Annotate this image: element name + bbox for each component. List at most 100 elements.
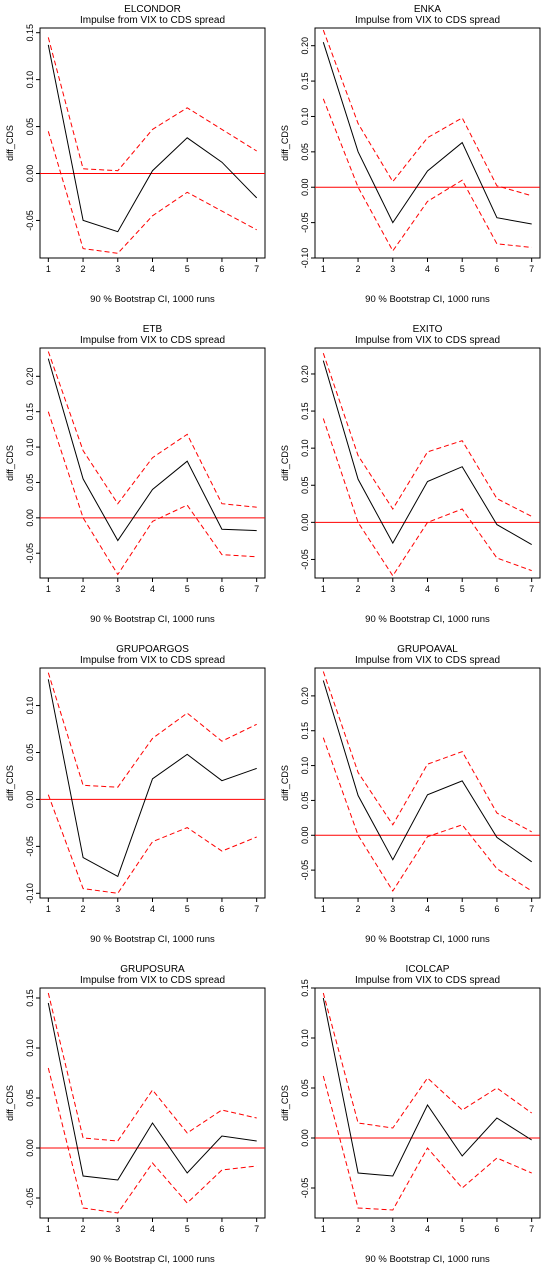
x-tick-label: 5 [185,584,190,594]
x-tick-label: 7 [254,584,259,594]
y-tick-label: -0.05 [300,212,310,233]
chart-subtitle: Impulse from VIX to CDS spread [80,15,225,26]
x-tick-label: 2 [81,1224,86,1234]
x-tick-label: 5 [460,904,465,914]
y-tick-label: 0.20 [300,365,310,383]
y-tick-label: 0.00 [25,791,35,809]
y-tick-label: 0.00 [300,178,310,196]
x-tick-label: 3 [390,264,395,274]
chart-title: GRUPOSURA [120,964,185,975]
x-tick-label: 3 [390,904,395,914]
impulse-response-line [47,679,257,878]
chart-subtitle: Impulse from VIX to CDS spread [80,655,225,666]
y-tick-label: 0.10 [300,757,310,775]
y-axis-label: diff_CDS [280,1085,290,1121]
y-axis-label: diff_CDS [5,445,15,481]
y-tick-label: 0.15 [300,72,310,90]
impulse-response-line [47,44,258,233]
y-tick-label: 0.15 [300,722,310,740]
x-tick-label: 5 [185,1224,190,1234]
plot-frame [314,347,541,579]
y-axis-label: diff_CDS [280,765,290,801]
y-tick-label: 0.00 [300,827,310,845]
x-axis-label: 90 % Bootstrap CI, 1000 runs [365,934,490,945]
chart-subtitle: Impulse from VIX to CDS spread [355,975,500,986]
x-tick-label: 6 [219,584,224,594]
x-tick-label: 5 [460,1224,465,1234]
x-tick-label: 3 [115,1224,120,1234]
x-tick-label: 2 [81,904,86,914]
x-tick-label: 1 [321,584,326,594]
y-tick-label: 0.00 [300,1129,310,1147]
chart-title: ETB [143,324,163,335]
y-tick-label: -0.10 [25,883,35,904]
y-tick-label: -0.05 [300,1178,310,1199]
y-tick-label: 0.10 [25,697,35,715]
y-tick-label: -0.05 [25,210,35,231]
chart-subtitle: Impulse from VIX to CDS spread [80,975,225,986]
x-tick-label: 7 [529,264,534,274]
y-tick-label: 0.10 [25,438,35,456]
x-tick-label: 7 [254,264,259,274]
y-tick-label: 0.10 [300,439,310,457]
chart-title: GRUPOARGOS [116,644,189,655]
x-axis-label: 90 % Bootstrap CI, 1000 runs [90,1254,215,1265]
y-tick-label: 0.05 [300,792,310,810]
y-tick-label: 0.20 [300,37,310,55]
y-tick-label: 0.00 [25,509,35,527]
x-tick-label: 7 [529,1224,534,1234]
x-axis-label: 90 % Bootstrap CI, 1000 runs [365,614,490,625]
y-tick-label: 0.05 [25,474,35,492]
x-tick-label: 6 [494,904,499,914]
upper-ci-line [322,29,532,197]
y-tick-label: 0.05 [300,143,310,161]
plot-frame [314,987,541,1219]
y-tick-label: -0.05 [25,836,35,857]
chart-title: ICOLCAP [406,964,450,975]
chart-title: ENKA [414,4,442,15]
lower-ci-line [47,411,257,576]
y-tick-label: 0.05 [300,1079,310,1097]
x-tick-label: 4 [150,1224,155,1234]
lower-ci-line [47,1067,257,1214]
y-tick-label: 0.20 [300,687,310,705]
lower-ci-line [47,131,257,254]
x-tick-label: 4 [150,264,155,274]
x-tick-label: 7 [529,904,534,914]
y-tick-label: 0.05 [25,118,35,136]
x-tick-label: 7 [254,904,259,914]
x-tick-label: 4 [425,264,430,274]
upper-ci-line [47,351,257,508]
y-tick-label: 0.15 [25,989,35,1007]
y-axis-label: diff_CDS [280,445,290,481]
y-axis-label: diff_CDS [280,125,290,161]
x-tick-label: 7 [254,1224,259,1234]
x-tick-label: 3 [115,904,120,914]
x-axis-label: 90 % Bootstrap CI, 1000 runs [90,294,215,305]
x-tick-label: 6 [219,1224,224,1234]
x-tick-label: 1 [46,1224,51,1234]
x-tick-label: 1 [46,264,51,274]
x-axis-label: 90 % Bootstrap CI, 1000 runs [90,614,215,625]
x-tick-label: 1 [321,264,326,274]
y-tick-label: 0.15 [25,403,35,421]
chart-subtitle: Impulse from VIX to CDS spread [355,335,500,346]
y-tick-label: 0.20 [25,368,35,386]
x-tick-label: 2 [81,264,86,274]
y-tick-label: -0.10 [300,248,310,269]
x-tick-label: 5 [185,904,190,914]
x-tick-label: 4 [425,584,430,594]
x-tick-label: 3 [115,584,120,594]
impulse-response-line [322,680,532,863]
y-axis-label: diff_CDS [5,765,15,801]
x-tick-label: 5 [460,264,465,274]
plot-frame [314,667,541,899]
x-tick-label: 5 [185,264,190,274]
plot-frame [314,27,541,259]
impulse-response-line [322,997,532,1177]
x-tick-label: 4 [150,904,155,914]
